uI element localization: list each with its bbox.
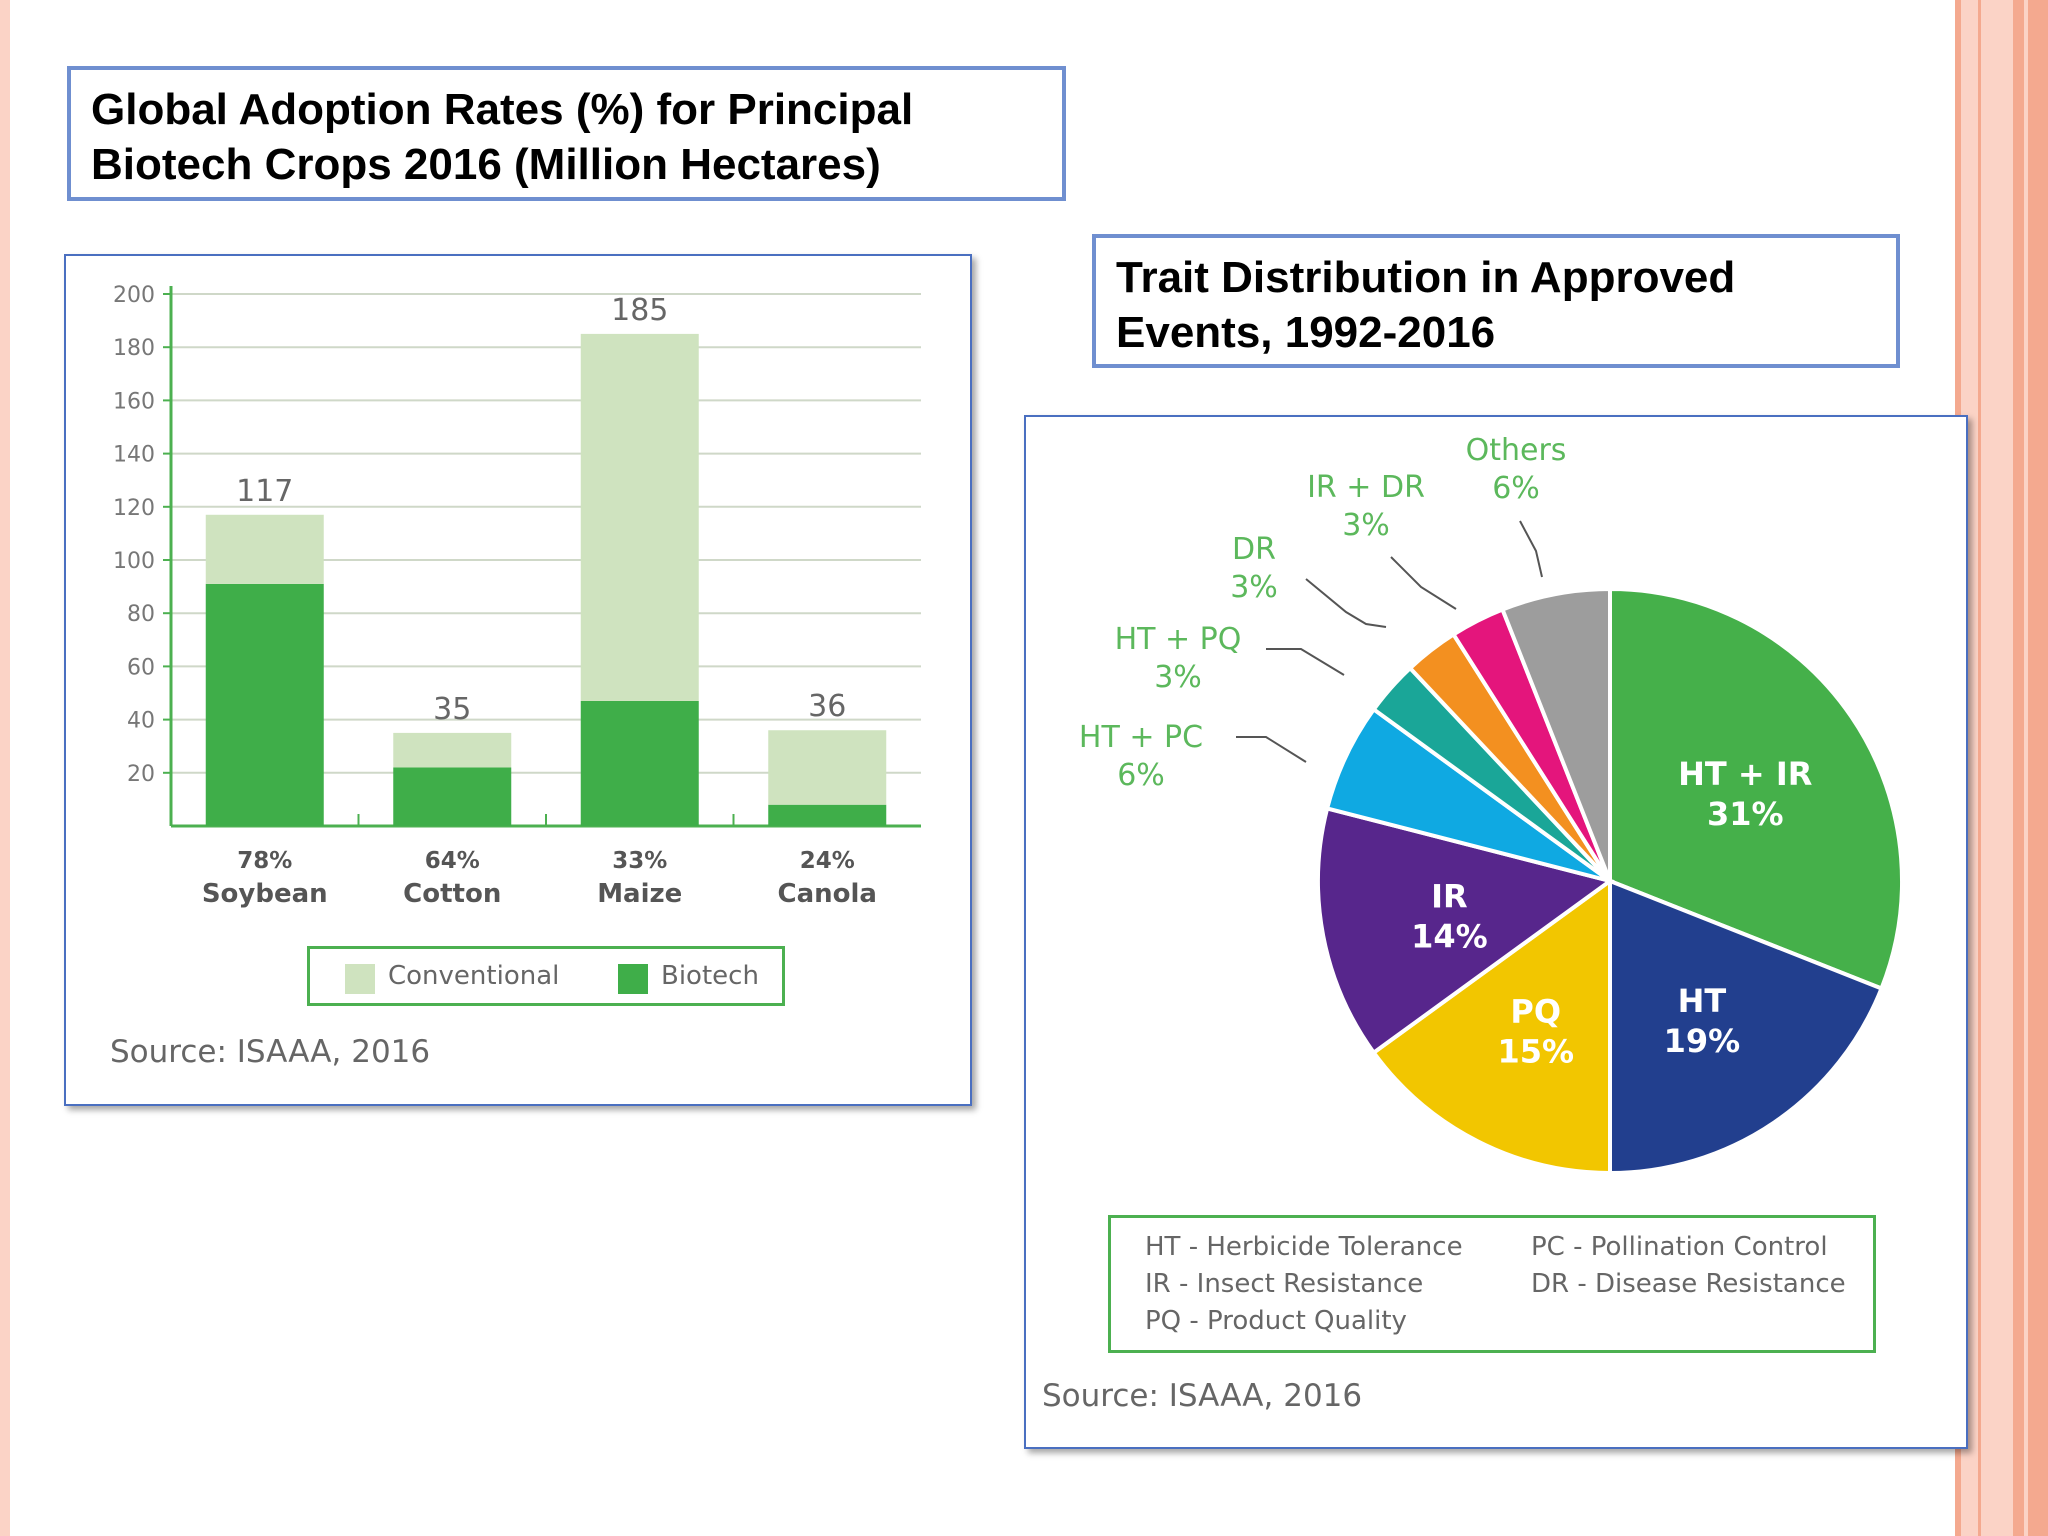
trait-legend-ir: IR - Insect Resistance [1145,1269,1424,1299]
pie-chart-panel: HT + IR 31% HT 19% PQ 15% IR 14% HT + PC 6% HT + P… [1024,415,1968,1449]
pie-label-pct: 6% [1492,471,1540,506]
y-tick-label: 200 [113,283,155,308]
decorative-stripe [1961,0,2013,1536]
bar-biotech-canola [768,804,887,826]
y-tick-label: 140 [113,443,155,468]
bar-conventional-maize [580,333,699,701]
trait-legend: HT - Herbicide Tolerance IR - Insect Res… [1108,1215,1876,1353]
pie-label-pct: 3% [1154,660,1202,695]
y-tick-label: 80 [127,602,155,627]
y-tick-label: 160 [113,389,155,414]
bar-conventional-soybean [205,514,324,584]
bar-chart-title-line1: Global Adoption Rates (%) for Principal [91,85,914,134]
decorative-stripe [2013,0,2048,1536]
bar-chart-title: Global Adoption Rates (%) for Principal … [67,66,1066,201]
trait-legend-pc: PC - Pollination Control [1531,1232,1828,1262]
legend-label-conventional: Conventional [388,961,560,991]
y-tick-label: 20 [127,762,155,787]
pie-label-pct: 19% [1664,1022,1741,1060]
pie-label-pct: 14% [1411,918,1488,956]
bar-chart: 20 40 60 80 100 120 140 160 180 200 117 78% Soybean 3… [113,283,921,909]
bar-biotech-cotton [393,767,512,826]
pie-slice-ir [1316,805,1615,1056]
pie-label-name: HT [1678,982,1727,1020]
pie-leader-line [1519,520,1543,578]
pie-slice-ht [1608,878,1885,1176]
pie-leader-line [1390,556,1457,610]
bar-total-label: 117 [236,474,293,509]
y-tick-label: 180 [113,336,155,361]
bar-total-label: 36 [808,689,846,724]
bar-biotech-soybean [205,583,324,826]
bar-conventional-cotton [393,732,512,768]
bar-total-label: 185 [611,293,668,328]
pie-leader-line [1305,578,1387,628]
pie-slice-others [1499,586,1612,882]
pie-label-pct: 6% [1117,758,1165,793]
pie-label-name: HT + PQ [1115,622,1242,657]
pie-slice-pq [1370,877,1612,1176]
pie-label-name: IR + DR [1307,470,1425,505]
x-category-label: Cotton [403,879,501,909]
legend-swatch-conventional [345,964,375,994]
pie-chart-title-line1: Trait Distribution in Approved [1116,253,1736,302]
bar-legend: Conventional Biotech [307,946,785,1006]
pie-chart-title: Trait Distribution in Approved Events, 1… [1092,234,1900,368]
decorative-stripe [0,0,10,1536]
y-tick-label: 100 [113,549,155,574]
trait-legend-pq: PQ - Product Quality [1145,1306,1407,1336]
legend-swatch-biotech [618,964,648,994]
bar-conventional-canola [768,730,887,805]
pie-label-pct: 3% [1342,508,1390,543]
pie-leader-line [1266,648,1345,676]
y-tick-label: 60 [127,655,155,680]
bar-chart-source: Source: ISAAA, 2016 [110,1034,431,1070]
decorative-stripe [2024,0,2028,1536]
bar-chart-panel: 20 40 60 80 100 120 140 160 180 200 117 78% Soybean 3… [64,254,972,1106]
pie-chart-source: Source: ISAAA, 2016 [1042,1378,1363,1414]
pie-label-name: Others [1466,433,1567,468]
pie-chart-title-line2: Events, 1992-2016 [1116,308,1496,357]
pie-label-name: PQ [1510,993,1561,1031]
bar-biotech-maize [580,700,699,826]
y-tick-label: 120 [113,496,155,521]
legend-label-biotech: Biotech [661,961,759,991]
x-percent-label: 33% [612,848,667,874]
x-percent-label: 78% [237,848,292,874]
x-category-label: Maize [597,879,682,909]
pie-label-pct: 15% [1497,1033,1574,1071]
y-tick-label: 40 [127,709,155,734]
trait-legend-ht: HT - Herbicide Tolerance [1145,1232,1463,1262]
pie-slice-ht-ir [1608,586,1904,992]
trait-legend-dr: DR - Disease Resistance [1531,1269,1846,1299]
pie-label-name: HT + IR [1678,755,1812,793]
bar-chart-title-line2: Biotech Crops 2016 (Million Hectares) [91,140,881,189]
pie-label-name: DR [1232,532,1276,567]
x-percent-label: 24% [800,848,855,874]
bar-total-label: 35 [433,692,471,727]
pie-label-name: HT + PC [1079,720,1203,755]
pie-label-pct: 31% [1707,795,1784,833]
pie-leader-line [1236,736,1307,763]
x-category-label: Soybean [202,879,328,909]
pie-label-pct: 3% [1230,570,1278,605]
decorative-stripe [1978,0,1981,1536]
x-percent-label: 64% [425,848,480,874]
pie-label-name: IR [1431,878,1468,916]
x-category-label: Canola [778,879,877,909]
